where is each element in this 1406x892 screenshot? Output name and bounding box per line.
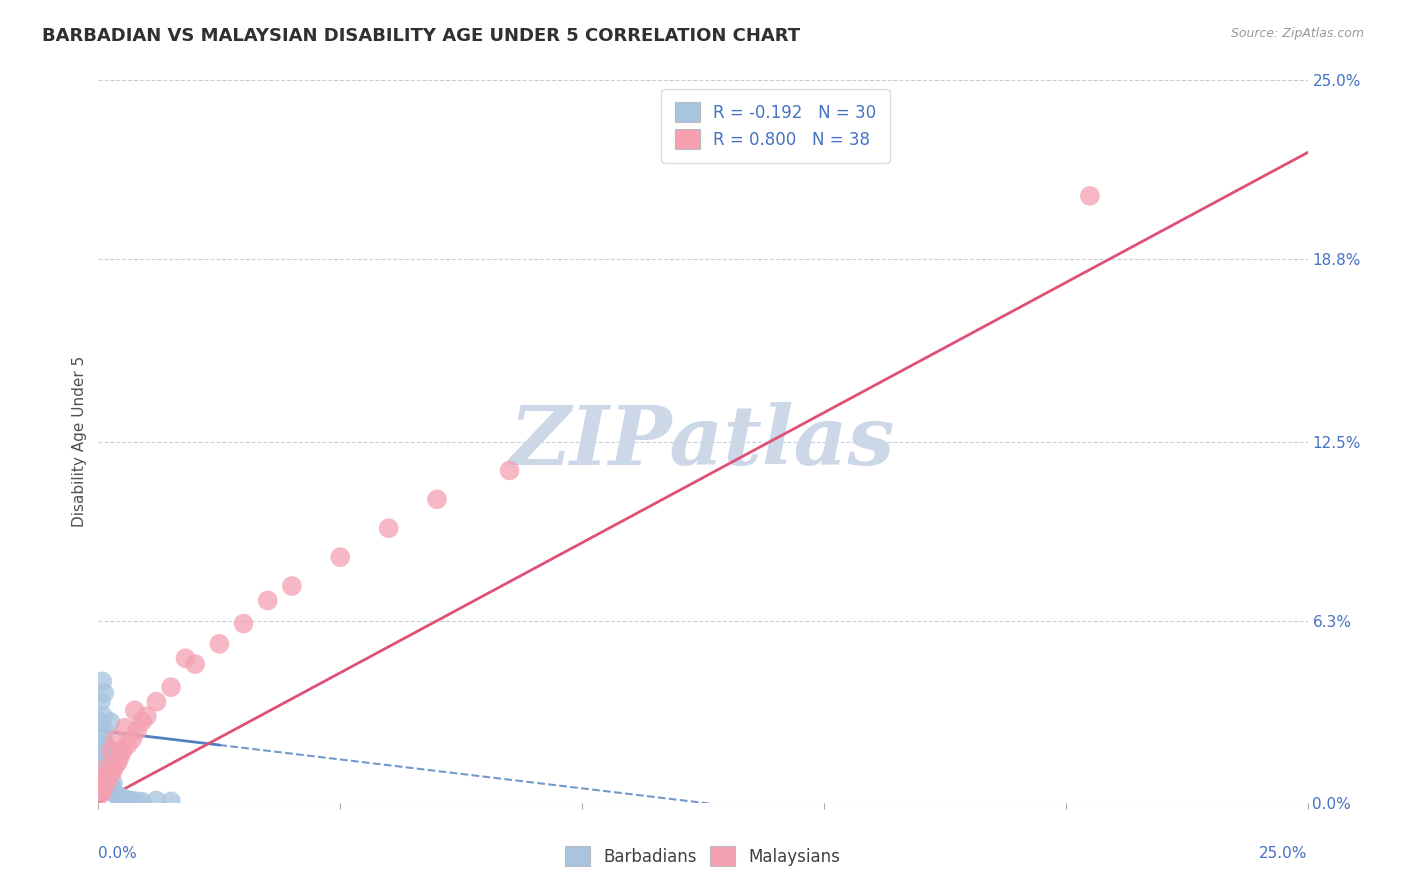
Point	[97, 770, 120, 784]
Point	[107, 789, 129, 803]
Point	[121, 732, 143, 747]
Y-axis label: Disability Age Under 5: Disability Age Under 5	[72, 356, 87, 527]
Point	[377, 521, 399, 535]
Point	[208, 637, 231, 651]
Point	[101, 784, 124, 798]
Point	[91, 781, 114, 796]
Point	[98, 772, 121, 787]
Point	[100, 744, 122, 758]
Point	[101, 775, 124, 789]
Point	[1078, 189, 1101, 203]
Point	[114, 721, 136, 735]
Point	[101, 764, 124, 778]
Point	[117, 793, 139, 807]
Text: 0.0%: 0.0%	[98, 847, 138, 861]
Point	[91, 779, 114, 793]
Point	[131, 714, 153, 729]
Point	[111, 791, 134, 805]
Point	[114, 792, 136, 806]
Point	[94, 738, 117, 752]
Point	[127, 794, 149, 808]
Point	[96, 772, 118, 787]
Point	[145, 695, 167, 709]
Point	[100, 767, 122, 781]
Point	[94, 752, 117, 766]
Point	[93, 779, 115, 793]
Point	[104, 787, 127, 801]
Text: 25.0%: 25.0%	[1260, 847, 1308, 861]
Point	[108, 749, 131, 764]
Point	[145, 793, 167, 807]
Point	[94, 775, 117, 789]
Point	[160, 680, 183, 694]
Point	[96, 761, 118, 775]
Point	[107, 756, 129, 770]
Point	[329, 550, 352, 565]
Point	[498, 463, 520, 477]
Point	[97, 749, 120, 764]
Point	[160, 794, 183, 808]
Point	[104, 732, 127, 747]
Point	[93, 723, 115, 738]
Point	[135, 709, 157, 723]
Point	[91, 732, 114, 747]
Point	[131, 795, 153, 809]
Point	[97, 767, 120, 781]
Point	[90, 714, 112, 729]
Text: BARBADIAN VS MALAYSIAN DISABILITY AGE UNDER 5 CORRELATION CHART: BARBADIAN VS MALAYSIAN DISABILITY AGE UN…	[42, 27, 800, 45]
Point	[91, 744, 114, 758]
Text: ZIPatlas: ZIPatlas	[510, 401, 896, 482]
Point	[101, 781, 124, 796]
Point	[184, 657, 207, 671]
Legend: Barbadians, Malaysians: Barbadians, Malaysians	[557, 838, 849, 875]
Point	[111, 744, 134, 758]
Point	[104, 758, 127, 772]
Point	[91, 781, 114, 796]
Point	[93, 686, 115, 700]
Point	[94, 761, 117, 775]
Point	[174, 651, 197, 665]
Point	[117, 738, 139, 752]
Point	[232, 616, 254, 631]
Point	[91, 709, 114, 723]
Point	[91, 674, 114, 689]
Point	[121, 793, 143, 807]
Legend: R = -0.192   N = 30, R = 0.800   N = 38: R = -0.192 N = 30, R = 0.800 N = 38	[661, 88, 890, 162]
Point	[426, 492, 449, 507]
Point	[281, 579, 304, 593]
Point	[127, 723, 149, 738]
Point	[90, 787, 112, 801]
Point	[91, 784, 114, 798]
Text: Source: ZipAtlas.com: Source: ZipAtlas.com	[1230, 27, 1364, 40]
Point	[100, 714, 122, 729]
Point	[108, 790, 131, 805]
Point	[256, 593, 278, 607]
Point	[100, 779, 122, 793]
Point	[90, 695, 112, 709]
Point	[124, 703, 146, 717]
